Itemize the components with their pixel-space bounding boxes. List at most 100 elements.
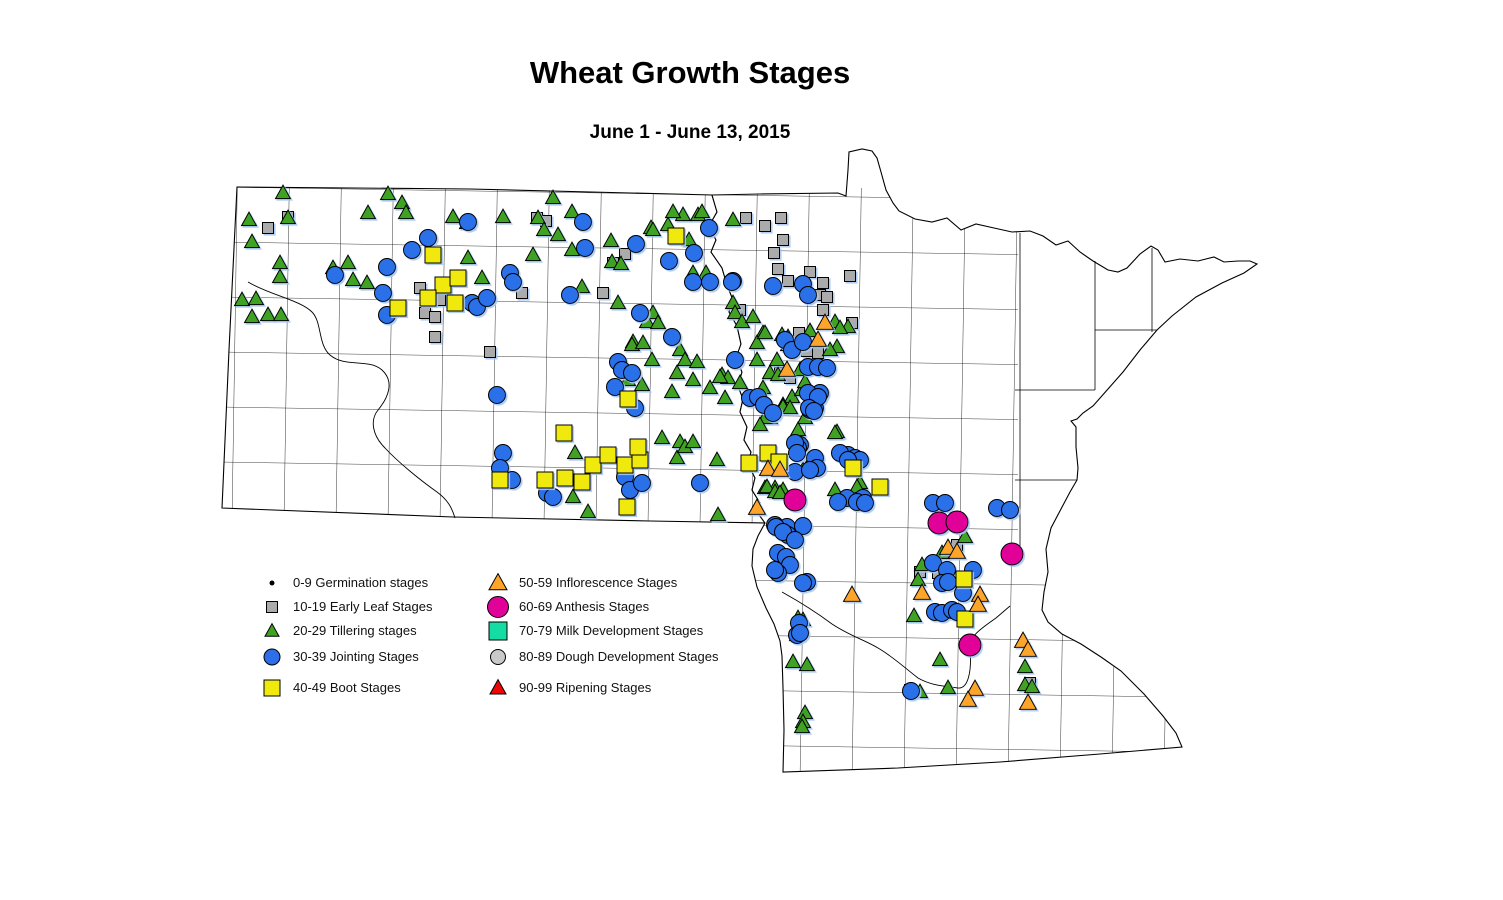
early_leaf-marker bbox=[817, 277, 829, 289]
jointing-marker bbox=[684, 273, 702, 291]
boot-marker bbox=[584, 456, 602, 474]
legend-item-boot: 40-49 Boot Stages bbox=[258, 675, 432, 699]
jointing-marker bbox=[403, 241, 421, 259]
tillering-marker bbox=[259, 306, 277, 322]
jointing-marker-icon bbox=[263, 648, 281, 666]
inflorescence-marker bbox=[747, 498, 767, 515]
early_leaf-marker bbox=[804, 266, 816, 278]
boot-marker bbox=[555, 424, 573, 442]
boot-marker bbox=[419, 289, 437, 307]
legend-item-germination: 0-9 Germination stages bbox=[258, 570, 432, 594]
map-title: Wheat Growth Stages bbox=[530, 55, 850, 90]
tillering-marker bbox=[1023, 678, 1041, 694]
inflorescence-marker bbox=[912, 583, 932, 600]
tillering-marker bbox=[676, 351, 694, 367]
growth-stage-markers bbox=[233, 184, 1041, 734]
jointing-marker bbox=[799, 286, 817, 304]
boot-marker-icon bbox=[263, 679, 281, 697]
early_leaf-marker bbox=[782, 275, 794, 287]
early_leaf-marker bbox=[619, 248, 631, 260]
jointing-marker bbox=[374, 284, 392, 302]
boot-marker bbox=[629, 438, 647, 456]
tillering-marker bbox=[494, 208, 512, 224]
jointing-marker bbox=[419, 229, 437, 247]
markers-inflorescence bbox=[747, 313, 1038, 710]
inflorescence-marker bbox=[958, 690, 978, 707]
tillering-marker bbox=[602, 232, 620, 248]
early_leaf-marker bbox=[262, 222, 274, 234]
boot-marker bbox=[619, 390, 637, 408]
jointing-marker bbox=[504, 273, 522, 291]
early_leaf-marker bbox=[429, 331, 441, 343]
jointing-marker bbox=[663, 328, 681, 346]
tillering-marker bbox=[274, 184, 292, 200]
milk-marker-icon bbox=[488, 621, 508, 641]
tillering-marker bbox=[716, 389, 734, 405]
inflorescence-marker bbox=[965, 679, 985, 696]
tillering-marker bbox=[633, 376, 651, 392]
early_leaf-marker bbox=[772, 263, 784, 275]
tillering-marker bbox=[529, 209, 547, 225]
boot-marker bbox=[491, 471, 509, 489]
tillering-marker bbox=[643, 351, 661, 367]
boot-marker bbox=[446, 294, 464, 312]
tillering-marker bbox=[579, 503, 597, 519]
early_leaf-marker bbox=[516, 287, 528, 299]
legend-item-tillering: 20-29 Tillering stages bbox=[258, 618, 432, 642]
jointing-marker bbox=[478, 289, 496, 307]
legend-label: 0-9 Germination stages bbox=[293, 574, 429, 590]
inflorescence-marker bbox=[1018, 640, 1038, 657]
tillering-marker bbox=[684, 433, 702, 449]
tillering-marker bbox=[524, 246, 542, 262]
jointing-marker bbox=[794, 517, 812, 535]
tillering-marker bbox=[563, 241, 581, 257]
tillering-marker bbox=[831, 319, 849, 335]
inflorescence-marker bbox=[1018, 693, 1038, 710]
tillering-marker bbox=[612, 255, 630, 271]
jointing-marker bbox=[633, 474, 651, 492]
legend-label: 20-29 Tillering stages bbox=[293, 622, 417, 638]
early_leaf-marker bbox=[812, 347, 824, 359]
tillering-marker bbox=[535, 221, 553, 237]
tillering-marker bbox=[711, 368, 729, 384]
jointing-marker bbox=[574, 213, 592, 231]
tillering-marker bbox=[939, 679, 957, 695]
boot-marker bbox=[389, 299, 407, 317]
jointing-marker bbox=[936, 494, 954, 512]
tillering-marker bbox=[603, 253, 621, 269]
inflorescence-marker bbox=[758, 459, 778, 476]
tillering-marker bbox=[726, 304, 744, 320]
inflorescence-marker bbox=[815, 313, 835, 330]
tillering-marker bbox=[344, 271, 362, 287]
tillering-marker bbox=[793, 718, 811, 734]
tillering-marker bbox=[544, 189, 562, 205]
tillering-marker bbox=[768, 351, 786, 367]
legend-item-early_leaf: 10-19 Early Leaf Stages bbox=[258, 594, 432, 618]
tillering-marker bbox=[931, 651, 949, 667]
boot-marker bbox=[556, 469, 574, 487]
legend-label: 30-39 Jointing Stages bbox=[293, 648, 419, 664]
boot-marker bbox=[449, 269, 467, 287]
tillering-marker bbox=[564, 488, 582, 504]
inflorescence-marker bbox=[777, 360, 797, 377]
anthesis-marker bbox=[783, 488, 807, 512]
tillering-marker bbox=[473, 269, 491, 285]
markers-anthesis bbox=[783, 488, 1024, 657]
jointing-marker bbox=[576, 239, 594, 257]
jointing-marker bbox=[627, 235, 645, 253]
jointing-marker bbox=[939, 573, 957, 591]
tillering-marker bbox=[826, 424, 844, 440]
tillering-marker bbox=[701, 379, 719, 395]
early_leaf-marker bbox=[597, 287, 609, 299]
jointing-marker bbox=[606, 378, 624, 396]
boot-marker bbox=[740, 454, 758, 472]
jointing-marker bbox=[786, 531, 804, 549]
tillering-marker bbox=[821, 341, 839, 357]
markers-boot bbox=[389, 227, 974, 628]
boot-marker bbox=[536, 471, 554, 489]
tillering-marker bbox=[751, 416, 769, 432]
jointing-marker bbox=[723, 273, 741, 291]
legend-column-left: 0-9 Germination stages 10-19 Early Leaf S… bbox=[258, 570, 432, 699]
tillering-marker bbox=[549, 226, 567, 242]
early_leaf-marker bbox=[844, 270, 856, 282]
